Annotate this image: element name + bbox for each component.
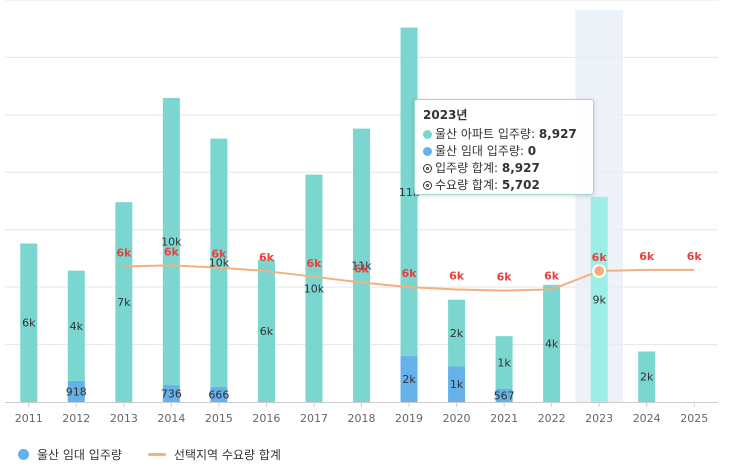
demand-label-2013: 6k xyxy=(116,246,132,259)
bar-apartment-2018 xyxy=(353,128,370,402)
legend-label-rental: 울산 임대 입주량 xyxy=(37,448,122,462)
demand-label-2018: 6k xyxy=(354,263,370,276)
x-tick-label-2022: 2022 xyxy=(538,412,566,425)
bar-rental-2015 xyxy=(210,386,228,402)
data-labels: 6k 4k9187k10k73610k6666k10k11k11k2k2k1k1k… xyxy=(22,186,702,403)
tooltip-title: 2023년 xyxy=(423,108,468,122)
bar-apartment-2020 xyxy=(448,299,466,367)
bar-label-apartment-2021: 1k xyxy=(497,357,511,370)
bar-rental-2020 xyxy=(448,366,466,402)
bar-apartment-2013 xyxy=(115,202,133,402)
legend-label-demand: 선택지역 수요량 합계 xyxy=(173,448,281,462)
teal-dot-icon xyxy=(423,130,432,139)
tooltip: 2023년 울산 아파트 입주량: 8,927 울산 임대 입주량: 0 입주량… xyxy=(414,99,594,195)
tooltip-row-apartment: 울산 아파트 입주량: 8,927 xyxy=(423,126,585,143)
bar-apartment-2014 xyxy=(162,97,180,386)
bar-apartment-2022 xyxy=(543,284,561,402)
demand-label-2021: 6k xyxy=(497,271,513,284)
bar-label-apartment-2017: 10k xyxy=(304,282,325,295)
bar-apartment-2011 xyxy=(20,243,38,402)
demand-label-2020: 6k xyxy=(449,269,465,282)
x-tick-label-2020: 2020 xyxy=(443,412,471,425)
bar-apartment-2021 xyxy=(495,336,513,389)
demand-label-2016: 6k xyxy=(259,251,275,264)
bar-label-rental-2021: 567 xyxy=(494,389,515,402)
bar-label-apartment-2013: 7k xyxy=(117,296,131,309)
tooltip-row-demand-total: 수요량 합계: 5,702 xyxy=(423,177,585,194)
bar-label-apartment-2018: 11k xyxy=(351,259,372,272)
blue-dot-icon xyxy=(18,449,29,460)
housing-supply-chart: 6k 4k9187k10k73610k6666k10k11k11k2k2k1k1k… xyxy=(5,0,718,425)
tooltip-row-rental: 울산 임대 입주량: 0 xyxy=(423,143,585,160)
demand-label-2014: 6k xyxy=(164,245,180,258)
bar-label-rental-2019: 2k xyxy=(402,373,416,386)
x-axis: 2011 2012 2013 2014 2015 2016 2017 2018 2019 2020… xyxy=(5,402,718,425)
bar-label-rental-2015: 666 xyxy=(208,388,229,401)
orange-line-icon xyxy=(147,453,166,456)
bar-label-apartment-2014: 10k xyxy=(161,236,182,249)
x-tick-label-2019: 2019 xyxy=(395,412,423,425)
bar-apartment-2023 xyxy=(590,196,608,402)
bar-apartment-2016 xyxy=(257,259,275,402)
bar-rental-2019 xyxy=(400,356,418,402)
legend: 울산 임대 입주량 선택지역 수요량 합계 xyxy=(18,446,307,463)
x-tick-label-2025: 2025 xyxy=(680,412,708,425)
demand-label-2019: 6k xyxy=(402,267,418,280)
x-tick-label-2011: 2011 xyxy=(15,412,43,425)
bar-label-apartment-2024: 2k xyxy=(640,371,654,384)
blue-dot-icon xyxy=(423,147,432,156)
x-tick-label-2021: 2021 xyxy=(490,412,518,425)
bar-label-apartment-2012: 4k xyxy=(70,320,84,333)
legend-item-rental[interactable]: 울산 임대 입주량 xyxy=(18,446,122,463)
x-tick-label-2024: 2024 xyxy=(633,412,661,425)
bar-series xyxy=(20,27,656,402)
demand-label-2025: 6k xyxy=(687,250,703,263)
demand-line xyxy=(123,264,695,292)
bar-label-apartment-2016: 6k xyxy=(260,325,274,338)
bar-label-apartment-2011: 6k xyxy=(22,317,36,330)
bar-apartment-2024 xyxy=(638,351,656,402)
bar-rental-2021 xyxy=(495,388,513,402)
demand-point-2023 xyxy=(592,264,607,279)
x-tick-label-2015: 2015 xyxy=(205,412,233,425)
bar-label-rental-2012: 918 xyxy=(66,385,87,398)
legend-item-demand[interactable]: 선택지역 수요량 합계 xyxy=(147,446,281,463)
x-tick-label-2012: 2012 xyxy=(62,412,90,425)
x-tick-label-2016: 2016 xyxy=(252,412,280,425)
demand-label-2015: 6k xyxy=(211,248,227,261)
ring-icon xyxy=(423,164,432,173)
x-tick-label-2013: 2013 xyxy=(110,412,138,425)
x-tick-label-2018: 2018 xyxy=(348,412,376,425)
demand-label-2023: 6k xyxy=(592,251,608,264)
x-tick-label-2014: 2014 xyxy=(157,412,185,425)
x-tick-label-2017: 2017 xyxy=(300,412,328,425)
ring-icon xyxy=(423,181,432,190)
bar-apartment-2012 xyxy=(67,270,85,381)
bar-label-apartment-2015: 10k xyxy=(209,257,230,270)
bar-rental-2014 xyxy=(162,385,180,402)
demand-label-2022: 6k xyxy=(544,269,560,282)
bar-label-apartment-2023: 9k xyxy=(592,293,606,306)
bar-label-apartment-2020: 2k xyxy=(450,327,464,340)
x-tick-label-2023: 2023 xyxy=(585,412,613,425)
bar-label-rental-2014: 736 xyxy=(161,388,182,401)
bar-apartment-2015 xyxy=(210,138,228,387)
tooltip-row-supply-total: 입주량 합계: 8,927 xyxy=(423,160,585,177)
bar-apartment-2017 xyxy=(305,174,323,402)
demand-label-2024: 6k xyxy=(639,250,655,263)
demand-label-2017: 6k xyxy=(306,257,322,270)
bar-label-apartment-2022: 4k xyxy=(545,337,559,350)
bar-label-rental-2020: 1k xyxy=(450,378,464,391)
bar-rental-2012 xyxy=(67,380,85,402)
bar-apartment-2019 xyxy=(400,27,418,357)
